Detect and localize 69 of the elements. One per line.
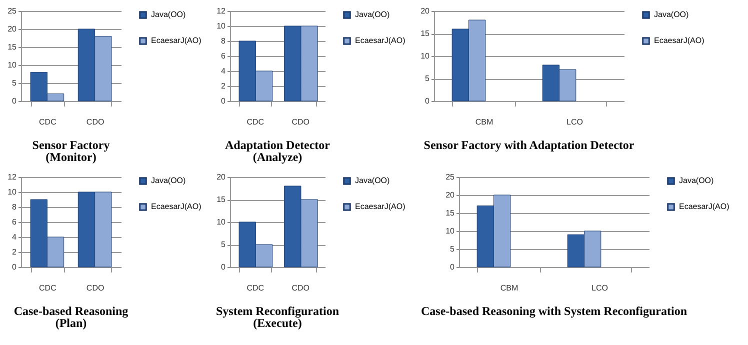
y-tick-label: 10 (446, 226, 456, 236)
text: (Monitor) (46, 150, 96, 164)
y-tick-label: 15 (216, 195, 226, 204)
y-tick-label: 20 (8, 24, 18, 34)
x-tick-label: CDC (39, 118, 57, 126)
legend-label: EcaesarJ(AO) (355, 36, 406, 45)
y-tick-label: 0 (221, 96, 226, 106)
y-tick-label: 4 (221, 66, 226, 76)
x-tick-label: CDO (86, 284, 104, 292)
y-tick-label: 8 (12, 202, 18, 212)
legend-label: EcaesarJ(AO) (151, 36, 202, 45)
y-tick-label: 10 (8, 60, 18, 70)
legend-label: Java(OO) (151, 10, 186, 19)
legend-label: Java(OO) (355, 176, 390, 185)
y-tick-label: 8 (221, 36, 226, 46)
x-tick-label: CDO (86, 118, 104, 126)
legend-label: Java(OO) (355, 10, 390, 19)
legend-label: Java(OO) (654, 10, 690, 19)
x-tick-label: LCO (592, 284, 608, 292)
y-tick-label: 20 (446, 190, 456, 200)
y-tick-label: 20 (216, 172, 226, 182)
y-tick-label: 6 (221, 52, 226, 60)
x-tick-label: CBM (475, 118, 494, 126)
y-tick-label: 15 (8, 42, 18, 52)
legend-label: EcaesarJ(AO) (654, 36, 705, 45)
legend-label: EcaesarJ(AO) (151, 202, 202, 211)
legend-label: EcaesarJ(AO) (355, 202, 406, 211)
y-tick-label: 5 (450, 244, 456, 254)
y-tick-label: 6 (12, 218, 18, 226)
text: Sensor Factory (32, 138, 110, 152)
y-tick-label: 12 (8, 172, 18, 182)
y-tick-label: 2 (12, 248, 18, 256)
x-tick-label: LCO (566, 118, 583, 126)
x-tick-label: CDC (246, 284, 264, 292)
text: Case-based Reasoning with System Reconfiguration (420, 304, 688, 318)
y-tick-label: 5 (425, 74, 430, 83)
y-tick-label: 15 (446, 208, 456, 218)
y-tick-label: 4 (12, 232, 18, 242)
text: (Analyze) (252, 150, 302, 164)
text: Sensor Factory with Adaptation Detector (424, 138, 635, 152)
legend-label: EcaesarJ(AO) (679, 202, 730, 211)
y-tick-label: 25 (8, 6, 18, 16)
y-tick-label: 2 (221, 82, 226, 90)
y-tick-label: 20 (420, 6, 430, 16)
text: (Plan) (55, 316, 87, 330)
x-tick-label: CBM (500, 284, 518, 292)
y-tick-label: 0 (425, 96, 430, 106)
y-tick-label: 25 (446, 172, 456, 182)
x-tick-label: CDC (39, 284, 57, 292)
y-tick-label: 10 (420, 52, 430, 60)
y-tick-label: 0 (12, 96, 18, 106)
y-tick-label: 10 (216, 22, 226, 30)
legend-label: Java(OO) (679, 176, 714, 185)
y-tick-label: 12 (216, 6, 226, 16)
text: System Reconfiguration (216, 304, 340, 318)
x-tick-label: CDO (292, 284, 310, 292)
y-tick-label: 15 (420, 29, 430, 38)
y-tick-label: 10 (216, 218, 226, 226)
legend-label: Java(OO) (151, 176, 186, 185)
y-tick-label: 0 (450, 262, 456, 272)
text: Case-based Reasoning (14, 304, 128, 318)
x-tick-label: CDC (246, 118, 264, 126)
y-tick-label: 5 (12, 78, 18, 88)
x-tick-label: CDO (292, 118, 310, 126)
y-tick-label: 10 (8, 188, 18, 196)
y-tick-label: 5 (221, 240, 226, 249)
y-tick-label: 0 (12, 262, 18, 272)
text: Adaptation Detector (225, 138, 331, 152)
y-tick-label: 0 (221, 262, 226, 272)
